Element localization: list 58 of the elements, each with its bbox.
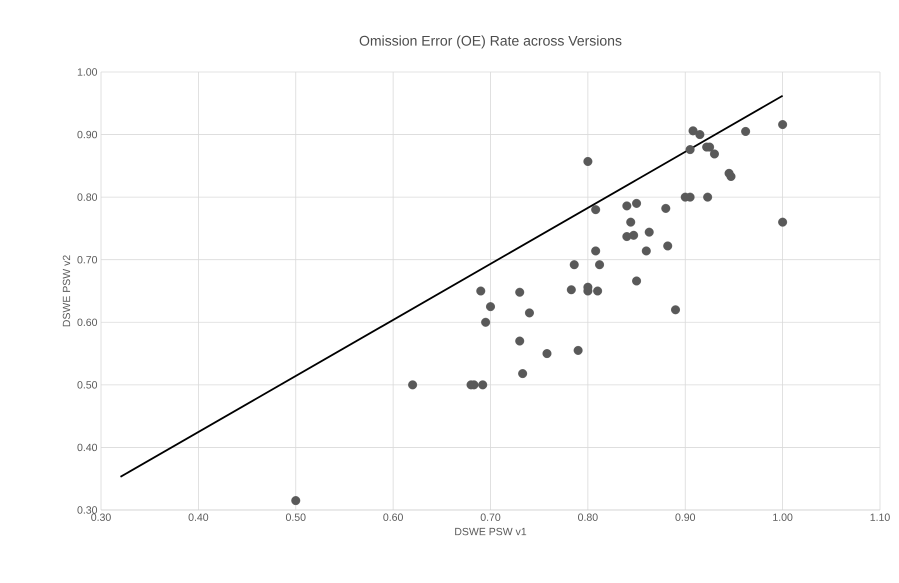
point bbox=[642, 246, 651, 256]
point bbox=[632, 276, 642, 286]
point bbox=[518, 369, 528, 378]
point bbox=[566, 285, 576, 294]
chart-title: Omission Error (OE) Rate across Versions bbox=[360, 35, 622, 48]
point bbox=[542, 349, 552, 358]
point bbox=[476, 286, 486, 296]
point bbox=[726, 172, 736, 181]
x-axis-title: DSWE PSW v1 bbox=[455, 528, 526, 536]
point bbox=[710, 149, 719, 158]
point bbox=[486, 302, 495, 312]
x-tick-label: 0.30 bbox=[91, 514, 111, 521]
x-tick-label: 0.80 bbox=[578, 514, 598, 521]
y-tick-label: 0.40 bbox=[77, 444, 98, 452]
point bbox=[644, 228, 654, 237]
x-tick-label: 0.40 bbox=[188, 514, 208, 521]
y-tick-label: 0.70 bbox=[77, 256, 98, 264]
point bbox=[591, 246, 600, 256]
point bbox=[595, 260, 604, 270]
x-tick-label: 0.90 bbox=[675, 514, 696, 521]
point bbox=[408, 380, 418, 390]
x-tick-label: 1.00 bbox=[773, 514, 792, 521]
point bbox=[671, 305, 680, 314]
point bbox=[688, 126, 698, 136]
point bbox=[778, 120, 788, 130]
point bbox=[632, 198, 642, 208]
point bbox=[481, 318, 490, 327]
point bbox=[591, 205, 600, 214]
x-tick-label: 0.60 bbox=[383, 514, 403, 521]
y-axis-title: DSWE PSW v2 bbox=[62, 255, 70, 326]
y-tick-label: 0.30 bbox=[77, 506, 98, 514]
point bbox=[686, 145, 695, 154]
point bbox=[741, 126, 750, 136]
point bbox=[778, 218, 788, 227]
point bbox=[515, 288, 524, 297]
point bbox=[570, 260, 579, 270]
point bbox=[515, 336, 524, 346]
point bbox=[626, 218, 636, 227]
point bbox=[593, 286, 602, 296]
point bbox=[703, 192, 712, 202]
y-tick-label: 0.80 bbox=[77, 193, 98, 201]
y-tick-label: 0.60 bbox=[77, 318, 98, 326]
point bbox=[663, 241, 672, 250]
point bbox=[661, 204, 670, 213]
point bbox=[574, 346, 583, 355]
point bbox=[478, 380, 488, 390]
y-tick-label: 0.90 bbox=[77, 130, 98, 138]
x-tick-label: 0.50 bbox=[286, 514, 306, 521]
point bbox=[629, 230, 638, 240]
point bbox=[291, 496, 300, 506]
x-tick-label: 0.70 bbox=[480, 514, 500, 521]
x-tick-label: 1.10 bbox=[870, 514, 890, 521]
point bbox=[583, 156, 592, 166]
y-tick-label: 0.50 bbox=[77, 381, 98, 389]
point bbox=[622, 201, 632, 210]
y-tick-label: 1.00 bbox=[78, 68, 98, 76]
point bbox=[695, 130, 704, 140]
point bbox=[524, 308, 534, 318]
